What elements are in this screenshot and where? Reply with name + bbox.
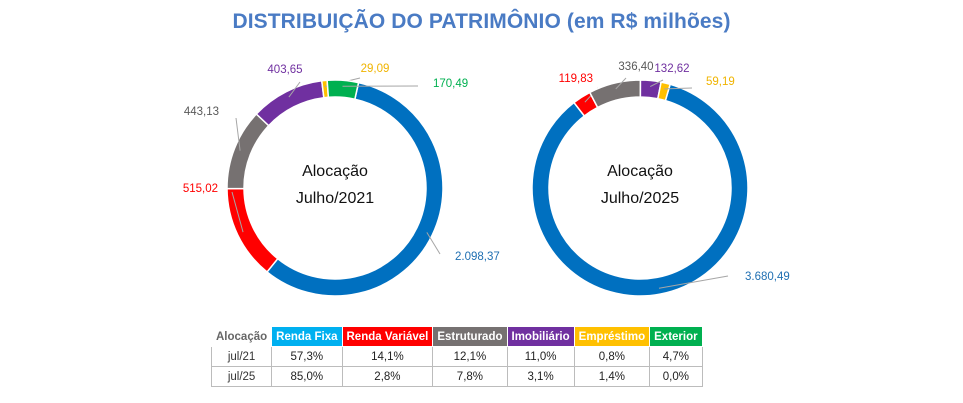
donut-slice-exterior	[326, 79, 360, 101]
leader-line	[650, 79, 664, 87]
row-label: jul/25	[210, 366, 273, 387]
donut-center-text: Alocação	[302, 163, 368, 180]
table-cell: 7,8%	[432, 366, 508, 387]
table-header-row: Alocação Renda Fixa Renda Variável Estru…	[210, 326, 703, 347]
table-cell: 3,1%	[506, 366, 575, 387]
table-cell: 11,0%	[506, 346, 575, 367]
data-label: 336,40	[618, 61, 653, 73]
data-label: 2.098,37	[455, 251, 500, 263]
donut-slice-empr-stimo	[656, 81, 672, 102]
data-label: 515,02	[183, 183, 218, 195]
donut-slice-estruturado	[226, 112, 270, 190]
leader-line	[426, 232, 441, 255]
leader-line	[615, 77, 627, 90]
data-label: 170,49	[433, 78, 468, 90]
donut-charts: 2.098,37 515,02 443,13 403,65 29,09 170,49 Alo…	[183, 61, 790, 297]
donut-center-text: Julho/2021	[296, 190, 374, 207]
table-header-emprestimo: Empréstimo	[573, 326, 651, 347]
row-label: jul/21	[210, 346, 273, 367]
table-cell: 14,1%	[341, 346, 434, 367]
donut-slice-renda-fixa	[531, 83, 749, 297]
table-cell: 1,4%	[573, 366, 651, 387]
data-label: 3.680,49	[745, 271, 790, 283]
table-header-estruturado: Estruturado	[432, 326, 508, 347]
table-cell: 0,0%	[649, 366, 703, 387]
donut-center-text: Alocação	[607, 163, 673, 180]
table-cell: 85,0%	[271, 366, 343, 387]
leader-line	[235, 117, 241, 151]
donut-slice-estruturado	[588, 79, 642, 109]
leader-line	[288, 81, 301, 98]
table-header-imobiliario: Imobiliário	[506, 326, 575, 347]
data-label: 403,65	[267, 64, 302, 76]
data-label: 29,09	[361, 63, 390, 75]
table-row: jul/21 57,3% 14,1% 12,1% 11,0% 0,8% 4,7%	[210, 346, 703, 367]
chart-title: DISTRIBUIÇÃO DO PATRIMÔNIO (em R$ milhõe…	[232, 10, 731, 33]
data-label: 132,62	[654, 63, 689, 75]
leader-line	[664, 87, 693, 90]
data-label: 443,13	[184, 106, 219, 118]
table-cell: 12,1%	[432, 346, 508, 367]
donut-slice-imobili-rio	[255, 79, 325, 127]
leader-line	[231, 191, 244, 233]
table-header-renda-fixa: Renda Fixa	[271, 326, 343, 347]
table-cell: 0,8%	[573, 346, 651, 367]
table-row: jul/25 85,0% 2,8% 7,8% 3,1% 1,4% 0,0%	[210, 366, 703, 387]
table-header-renda-variavel: Renda Variável	[341, 326, 434, 347]
data-label: 119,83	[559, 73, 593, 85]
table-header-exterior: Exterior	[649, 326, 703, 347]
table-cell: 4,7%	[649, 346, 703, 367]
table-corner-header: Alocação	[210, 326, 273, 347]
table-cell: 2,8%	[341, 366, 434, 387]
table-cell: 57,3%	[271, 346, 343, 367]
allocation-table: Alocação Renda Fixa Renda Variável Estru…	[210, 326, 703, 387]
data-label: 59,19	[706, 76, 735, 88]
leader-line	[658, 275, 729, 289]
donut-center-text: Julho/2025	[601, 190, 679, 207]
